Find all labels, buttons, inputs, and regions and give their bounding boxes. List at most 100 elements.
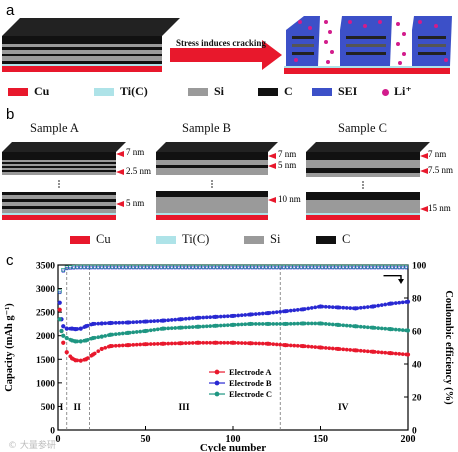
ce-point (93, 266, 97, 270)
capacity-point (313, 345, 318, 349)
capacity-point (125, 330, 131, 335)
ce-point (61, 269, 65, 273)
capacity-point (397, 300, 402, 305)
capacity-point (125, 320, 131, 325)
ce-point (341, 266, 345, 270)
capacity-point (365, 349, 370, 354)
sample-a-title: Sample A (30, 121, 79, 135)
ce-point (268, 266, 272, 270)
stage-label: I (60, 403, 64, 413)
capacity-point (300, 321, 306, 326)
capacity-point (195, 315, 201, 320)
capacity-point (138, 342, 143, 347)
capacity-point (195, 324, 201, 329)
capacity-point (178, 341, 183, 346)
capacity-point (155, 327, 160, 332)
capacity-point (327, 346, 332, 351)
capacity-point (370, 304, 376, 309)
capacity-point (108, 343, 113, 349)
capacity-point (148, 342, 153, 346)
capacity-point (201, 324, 206, 329)
x-tick-label: 200 (401, 434, 416, 445)
capacity-point (155, 319, 160, 323)
capacity-point (108, 320, 113, 326)
capacity-point (90, 352, 96, 357)
y-right-tick-label: 20 (412, 394, 422, 404)
capacity-point (125, 343, 131, 348)
capacity-point (306, 306, 311, 311)
ce-point (271, 266, 275, 270)
capacity-point (148, 328, 153, 333)
capacity-point (265, 321, 271, 327)
ce-point (296, 266, 300, 270)
capacity-point (208, 340, 213, 345)
y-left-tick-label: 3500 (36, 262, 55, 272)
capacity-point (323, 346, 328, 350)
capacity-point (152, 327, 157, 332)
capacity-point (243, 341, 248, 346)
ce-point (233, 266, 237, 270)
ce-point (170, 266, 174, 270)
ce-point (58, 291, 62, 295)
capacity-point (257, 322, 262, 326)
capacity-point (218, 314, 223, 319)
ce-point (79, 266, 83, 270)
ce-point (114, 266, 118, 270)
capacity-point (271, 342, 276, 347)
capacity-point (113, 343, 118, 348)
capacity-point (397, 351, 402, 356)
legend-swatch (188, 88, 208, 97)
capacity-point (379, 350, 384, 355)
y-left-tick-label: 2500 (36, 309, 55, 319)
x-axis-label: Cycle number (200, 442, 266, 452)
capacity-point (358, 324, 363, 329)
sample-b-stack (156, 142, 278, 220)
sample-a-stack (2, 142, 126, 220)
ce-point (131, 266, 135, 270)
ce-point (86, 266, 90, 270)
legend-swatch (312, 88, 332, 97)
capacity-point (292, 321, 297, 326)
capacity-point (370, 325, 376, 330)
capacity-point (117, 331, 122, 336)
capacity-point (64, 326, 69, 331)
capacity-point (353, 348, 358, 353)
capacity-point (243, 313, 248, 317)
capacity-point (335, 305, 341, 310)
capacity-point (195, 340, 201, 345)
capacity-point (400, 328, 405, 333)
capacity-point (152, 342, 157, 346)
capacity-point (393, 327, 398, 332)
sample-a-stack-thickness: 2.5 nm (126, 166, 152, 176)
ce-point (352, 266, 356, 270)
capacity-point (222, 340, 227, 345)
capacity-point (166, 318, 171, 323)
capacity-point (344, 323, 349, 328)
capacity-point (248, 341, 253, 346)
capacity-point (323, 321, 328, 326)
capacity-point (78, 339, 83, 344)
ce-point (68, 266, 72, 270)
capacity-point (330, 322, 335, 327)
y-right-tick-label: 0 (412, 427, 417, 437)
capacity-point (83, 357, 89, 362)
legend-swatch (258, 88, 278, 97)
capacity-point (405, 328, 411, 333)
ce-point (257, 266, 261, 270)
ce-point (201, 266, 205, 270)
capacity-point (292, 343, 297, 348)
capacity-point (169, 326, 174, 331)
ce-point (121, 266, 125, 270)
capacity-point (243, 322, 248, 327)
y-right-tick-label: 40 (412, 361, 422, 371)
capacity-point (348, 306, 353, 310)
capacity-point (239, 341, 244, 345)
capacity-point (383, 350, 388, 355)
ce-point (390, 266, 394, 270)
sample-b-stack-thickness: 5 nm (278, 160, 297, 170)
legend-swatch (244, 236, 264, 245)
capacity-point (187, 316, 192, 321)
legend-label: Electrode C (229, 389, 272, 399)
capacity-point (103, 345, 108, 350)
capacity-point (143, 319, 148, 324)
